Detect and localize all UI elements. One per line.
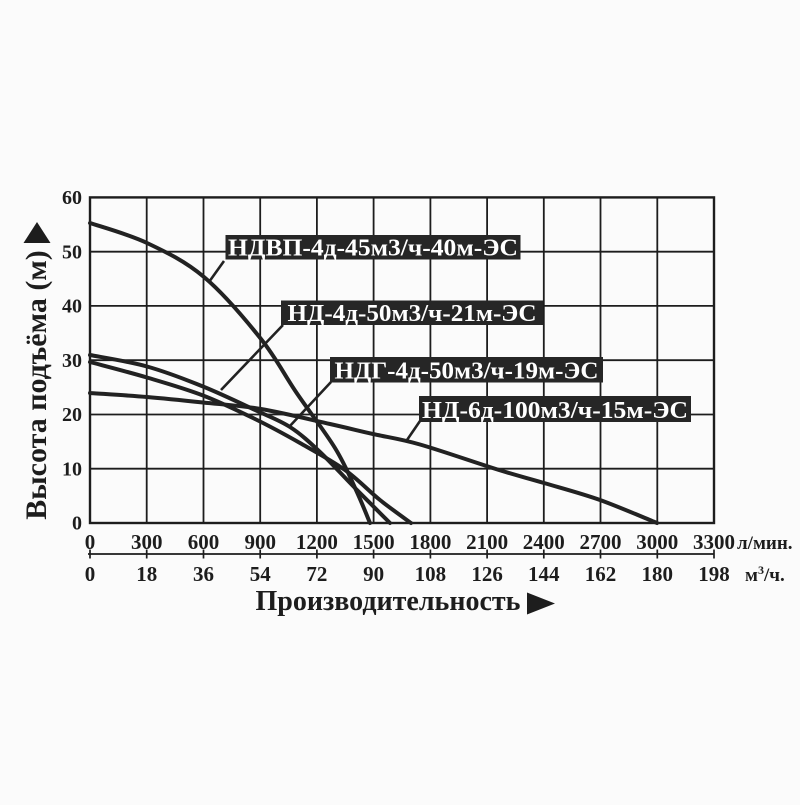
svg-text:0: 0 [85,530,96,554]
svg-text:180: 180 [642,562,674,586]
svg-text:НДГ-4д-50м3/ч-19м-ЭС: НДГ-4д-50м3/ч-19м-ЭС [335,359,599,385]
svg-text:144: 144 [528,562,560,586]
svg-text:Высота подъёма (м): Высота подъёма (м) [20,250,53,520]
svg-text:НД-6д-100м3/ч-15м-ЭС: НД-6д-100м3/ч-15м-ЭС [422,398,688,424]
svg-text:18: 18 [136,562,157,586]
svg-text:198: 198 [698,562,730,586]
svg-text:162: 162 [585,562,617,586]
svg-text:НД-4д-50м3/ч-21м-ЭС: НД-4д-50м3/ч-21м-ЭС [288,301,537,327]
svg-text:40: 40 [62,296,82,318]
svg-text:36: 36 [193,562,214,586]
svg-text:0: 0 [72,513,82,535]
svg-text:108: 108 [415,562,447,586]
svg-text:0: 0 [85,562,96,586]
svg-text:50: 50 [62,241,82,263]
svg-text:30: 30 [62,350,82,372]
svg-text:м3/ч.: м3/ч. [745,563,785,586]
svg-text:72: 72 [306,562,327,586]
svg-text:Производительность: Производительность [256,586,521,617]
svg-text:л/мин.: л/мин. [737,533,793,554]
svg-text:54: 54 [250,562,272,586]
svg-text:90: 90 [363,562,384,586]
svg-text:10: 10 [62,458,82,480]
svg-text:20: 20 [62,404,82,426]
svg-text:НДВП-4д-45м3/ч-40м-ЭС: НДВП-4д-45м3/ч-40м-ЭС [228,236,518,262]
svg-text:60: 60 [62,187,82,209]
svg-text:126: 126 [471,562,503,586]
